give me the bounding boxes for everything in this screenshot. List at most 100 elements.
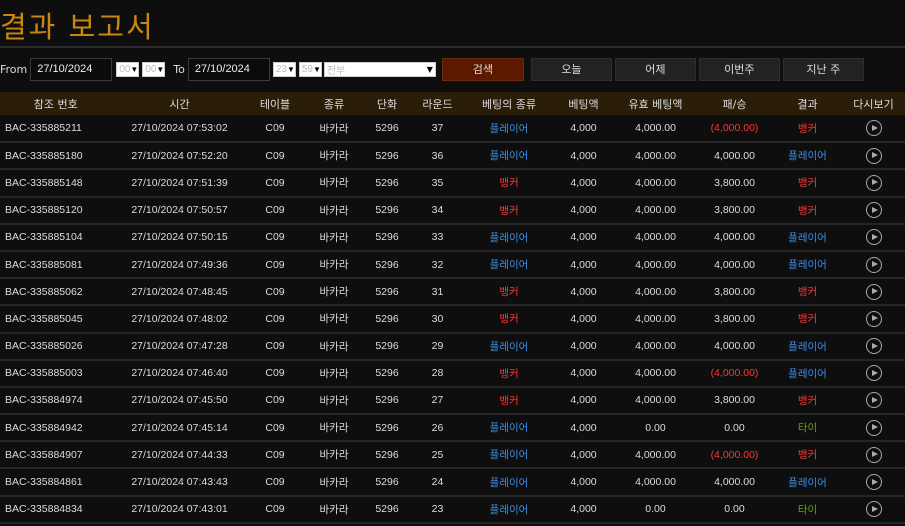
search-button[interactable]: 검색 xyxy=(441,57,524,81)
table-row: BAC-335885211 27/10/2024 07:53:02 C09 바카라 52… xyxy=(0,115,905,144)
bet-type-cell: 뱅커 xyxy=(466,386,552,416)
win-loss-cell: 4,000.00 xyxy=(696,332,773,361)
replay-cell xyxy=(842,223,905,252)
ref-id-cell: BAC-335885062 xyxy=(0,278,112,307)
replay-play-icon[interactable] xyxy=(865,446,882,463)
table-cell: C09 xyxy=(247,386,303,416)
table-row: BAC-335884907 27/10/2024 07:44:33 C09 바카라 52… xyxy=(0,441,905,470)
column-header: 종류 xyxy=(303,92,366,115)
shoe-cell: 5296 xyxy=(365,468,409,497)
replay-play-icon[interactable] xyxy=(865,501,882,518)
column-header: 패/승 xyxy=(696,92,774,115)
win-loss-cell: 3,800.00 xyxy=(696,278,773,307)
replay-cell xyxy=(842,169,905,198)
replay-play-icon[interactable] xyxy=(865,147,882,164)
replay-play-icon[interactable] xyxy=(865,229,882,246)
bet-type-cell: 플레이어 xyxy=(466,250,552,280)
win-loss-cell: 3,800.00 xyxy=(696,169,773,198)
table-row: BAC-335885062 27/10/2024 07:48:45 C09 바카라 52… xyxy=(0,278,905,307)
table-row: BAC-335885003 27/10/2024 07:46:40 C09 바카라 52… xyxy=(0,359,905,388)
round-cell: 30 xyxy=(409,305,466,334)
game-type-cell: 바카라 xyxy=(303,196,365,225)
ref-id-cell: BAC-335885045 xyxy=(0,305,112,334)
result-cell: 플레이어 xyxy=(773,250,842,280)
shoe-cell: 5296 xyxy=(365,305,409,334)
round-cell: 25 xyxy=(409,441,466,470)
replay-play-icon[interactable] xyxy=(865,256,882,273)
from-hour-select[interactable]: 00 ▼ xyxy=(116,61,140,77)
today-button[interactable]: 오늘 xyxy=(530,57,612,81)
game-type-cell: 바카라 xyxy=(303,414,365,443)
replay-play-icon[interactable] xyxy=(865,120,882,137)
ref-id-cell: BAC-335885180 xyxy=(0,142,112,171)
result-cell: 플레이어 xyxy=(773,332,842,361)
shoe-cell: 5296 xyxy=(365,441,409,470)
replay-play-icon[interactable] xyxy=(865,202,882,219)
from-label: From xyxy=(0,62,28,76)
chevron-down-icon: ▼ xyxy=(286,64,295,74)
round-cell: 33 xyxy=(409,223,466,252)
chevron-down-icon: ▼ xyxy=(156,64,165,74)
replay-play-icon[interactable] xyxy=(865,338,882,355)
result-cell: 뱅커 xyxy=(773,441,842,470)
time-cell: 27/10/2024 07:43:01 xyxy=(112,495,247,524)
replay-play-icon[interactable] xyxy=(865,283,882,300)
time-cell: 27/10/2024 07:49:36 xyxy=(112,250,247,280)
valid-bet-cell: 0.00 xyxy=(615,495,696,524)
bet-amount-cell: 4,000 xyxy=(552,441,615,470)
valid-bet-cell: 4,000.00 xyxy=(615,441,696,470)
type-select[interactable]: 전부 ▼ xyxy=(323,61,436,77)
game-type-cell: 바카라 xyxy=(303,169,365,198)
from-hour-value: 00 xyxy=(119,63,131,75)
ref-id-cell: BAC-335885104 xyxy=(0,223,112,252)
bet-type-cell: 플레이어 xyxy=(466,414,552,443)
replay-play-icon[interactable] xyxy=(865,392,882,409)
game-type-cell: 바카라 xyxy=(303,142,365,171)
game-type-cell: 바카라 xyxy=(303,115,365,144)
from-minute-select[interactable]: 00 ▼ xyxy=(142,61,166,77)
replay-play-icon[interactable] xyxy=(865,474,882,491)
column-header: 라운드 xyxy=(409,92,467,115)
replay-play-icon[interactable] xyxy=(865,419,882,436)
this-week-button[interactable]: 이번주 xyxy=(698,57,780,81)
valid-bet-cell: 4,000.00 xyxy=(615,468,696,497)
ref-id-cell: BAC-335885026 xyxy=(0,332,112,361)
to-hour-select[interactable]: 23 ▼ xyxy=(272,61,296,77)
valid-bet-cell: 4,000.00 xyxy=(615,223,696,252)
win-loss-cell: 0.00 xyxy=(696,414,773,443)
round-cell: 35 xyxy=(409,169,466,198)
shoe-cell: 5296 xyxy=(365,250,409,280)
replay-play-icon[interactable] xyxy=(865,365,882,382)
shoe-cell: 5296 xyxy=(365,332,409,361)
column-header: 유효 베팅액 xyxy=(615,92,697,115)
game-type-cell: 바카라 xyxy=(303,359,365,388)
replay-cell xyxy=(842,250,905,280)
game-type-cell: 바카라 xyxy=(303,468,365,497)
column-header: 테이블 xyxy=(247,92,304,115)
result-cell: 뱅커 xyxy=(773,305,842,334)
to-date-input[interactable]: 27/10/2024 xyxy=(187,57,270,81)
round-cell: 34 xyxy=(409,196,466,225)
valid-bet-cell: 4,000.00 xyxy=(615,305,696,334)
valid-bet-cell: 4,000.00 xyxy=(615,169,696,198)
replay-play-icon[interactable] xyxy=(865,174,882,191)
to-minute-select[interactable]: 59 ▼ xyxy=(298,61,322,77)
time-cell: 27/10/2024 07:52:20 xyxy=(112,142,247,171)
bet-amount-cell: 4,000 xyxy=(552,305,615,334)
round-cell: 27 xyxy=(409,386,466,416)
column-header: 결과 xyxy=(773,92,843,115)
bet-amount-cell: 4,000 xyxy=(552,386,615,416)
replay-play-icon[interactable] xyxy=(865,310,882,327)
table-cell: C09 xyxy=(247,278,303,307)
yesterday-button[interactable]: 어제 xyxy=(614,57,696,81)
bet-type-cell: 플레이어 xyxy=(466,495,552,524)
from-date-input[interactable]: 27/10/2024 xyxy=(30,57,113,81)
replay-cell xyxy=(842,386,905,416)
bet-type-cell: 뱅커 xyxy=(466,305,552,334)
last-week-button[interactable]: 지난 주 xyxy=(782,57,864,81)
column-header: 시간 xyxy=(112,92,248,115)
round-cell: 26 xyxy=(409,414,466,443)
time-cell: 27/10/2024 07:46:40 xyxy=(112,359,247,388)
time-cell: 27/10/2024 07:53:02 xyxy=(112,115,247,144)
round-cell: 29 xyxy=(409,332,466,361)
